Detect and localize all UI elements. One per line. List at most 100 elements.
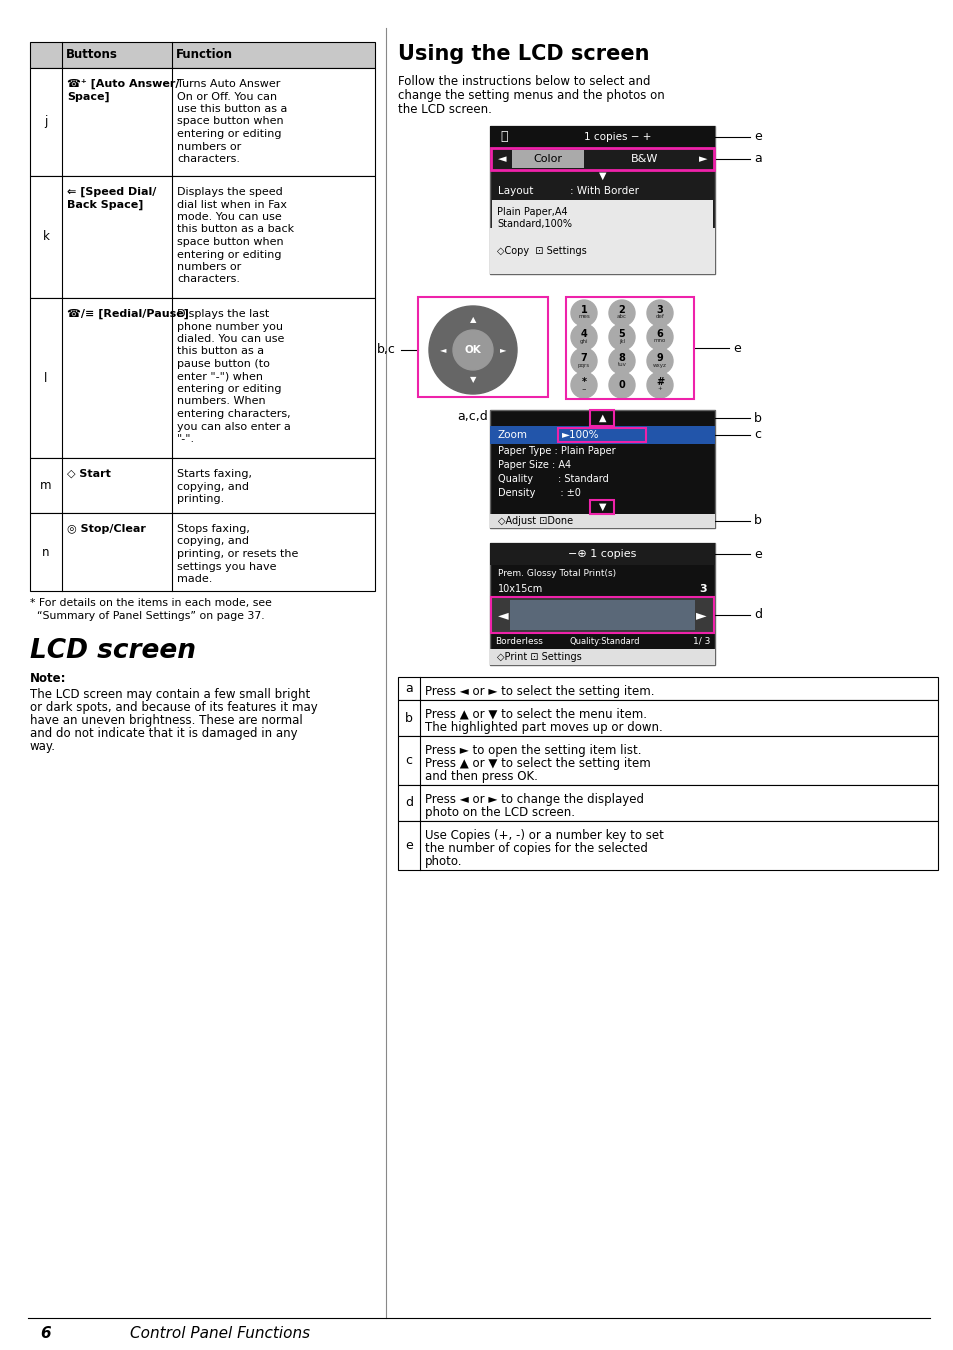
Text: Press ◄ or ► to select the setting item.: Press ◄ or ► to select the setting item.	[424, 684, 654, 698]
Text: ☎⁺ [Auto Answer/: ☎⁺ [Auto Answer/	[67, 80, 179, 89]
Text: Control Panel Functions: Control Panel Functions	[130, 1326, 310, 1341]
Text: Zoom: Zoom	[497, 431, 527, 440]
Text: Quality        : Standard: Quality : Standard	[497, 474, 608, 485]
Text: k: k	[43, 231, 50, 243]
Bar	[490, 543, 714, 666]
Text: copying, and: copying, and	[177, 482, 249, 491]
Circle shape	[429, 306, 517, 394]
Circle shape	[608, 348, 635, 374]
Text: pause button (to: pause button (to	[177, 359, 270, 369]
Text: Back Space]: Back Space]	[67, 200, 143, 211]
Text: space button when: space button when	[177, 116, 283, 127]
Text: photo on the LCD screen.: photo on the LCD screen.	[424, 806, 575, 819]
Text: 6: 6	[656, 329, 662, 339]
Text: 8: 8	[618, 352, 625, 363]
Text: j: j	[44, 116, 48, 128]
Text: ◄: ◄	[497, 154, 506, 163]
Bar	[30, 298, 375, 458]
Bar	[490, 597, 714, 633]
Text: pqrs: pqrs	[578, 363, 590, 367]
Text: 5: 5	[618, 329, 625, 339]
Text: 3: 3	[699, 585, 706, 594]
Text: entering or editing: entering or editing	[177, 130, 281, 139]
Text: space button when: space button when	[177, 238, 283, 247]
Text: The LCD screen may contain a few small bright: The LCD screen may contain a few small b…	[30, 688, 310, 701]
Circle shape	[571, 373, 597, 398]
Text: b: b	[753, 412, 761, 424]
Text: mes: mes	[578, 315, 589, 320]
Text: B&W: B&W	[631, 154, 658, 163]
Text: Follow the instructions below to select and: Follow the instructions below to select …	[397, 76, 650, 88]
Text: n: n	[42, 545, 50, 559]
Bar	[558, 428, 645, 441]
Text: and then press OK.: and then press OK.	[424, 769, 537, 783]
Bar	[30, 68, 375, 176]
Text: c: c	[753, 428, 760, 441]
Text: ◇Print ⊡ Settings: ◇Print ⊡ Settings	[497, 652, 581, 662]
Text: Buttons: Buttons	[66, 49, 118, 62]
Text: this button as a: this button as a	[177, 347, 264, 356]
Text: b: b	[753, 514, 761, 528]
Text: ►: ►	[698, 154, 706, 163]
Bar	[490, 126, 714, 274]
Text: ▲: ▲	[598, 413, 605, 423]
Bar	[397, 701, 937, 736]
Text: Stops faxing,: Stops faxing,	[177, 524, 250, 535]
Text: printing, or resets the: printing, or resets the	[177, 549, 298, 559]
Text: d: d	[405, 796, 413, 810]
Circle shape	[646, 348, 672, 374]
Text: def: def	[655, 315, 663, 320]
Text: Paper Type : Plain Paper: Paper Type : Plain Paper	[497, 446, 615, 456]
Text: ghi: ghi	[579, 339, 588, 343]
Text: Plain Paper,A4: Plain Paper,A4	[497, 207, 567, 217]
Bar	[397, 676, 937, 701]
Text: characters.: characters.	[177, 274, 240, 285]
Text: ◇Copy  ⊡ Settings: ◇Copy ⊡ Settings	[497, 246, 586, 256]
Text: Quality:Standard: Quality:Standard	[569, 636, 639, 645]
Text: e: e	[753, 548, 760, 560]
Circle shape	[608, 324, 635, 350]
Text: ⎙: ⎙	[499, 131, 507, 143]
Text: ⇐ [Speed Dial/: ⇐ [Speed Dial/	[67, 188, 156, 197]
Bar	[490, 228, 714, 274]
Text: 6: 6	[40, 1326, 51, 1341]
Text: wxyz: wxyz	[653, 363, 666, 367]
Text: printing.: printing.	[177, 494, 224, 504]
Text: way.: way.	[30, 740, 56, 753]
Text: * For details on the items in each mode, see: * For details on the items in each mode,…	[30, 598, 272, 608]
Text: ▼: ▼	[598, 171, 605, 181]
Text: and do not indicate that it is damaged in any: and do not indicate that it is damaged i…	[30, 728, 297, 740]
Text: or dark spots, and because of its features it may: or dark spots, and because of its featur…	[30, 701, 317, 714]
Text: ►: ►	[499, 346, 506, 355]
Text: −⊕ 1 copies: −⊕ 1 copies	[568, 549, 636, 559]
Text: Borderless: Borderless	[495, 636, 542, 645]
Bar	[490, 649, 714, 666]
Text: 1/ 3: 1/ 3	[692, 636, 709, 645]
Text: e: e	[732, 342, 740, 355]
Text: Prem. Glossy Total Print(s): Prem. Glossy Total Print(s)	[497, 568, 616, 578]
Bar	[491, 597, 713, 633]
Bar	[490, 126, 714, 148]
Text: c: c	[405, 755, 412, 767]
Text: e: e	[753, 131, 760, 143]
Text: Displays the last: Displays the last	[177, 309, 269, 319]
Text: have an uneven brightness. These are normal: have an uneven brightness. These are nor…	[30, 714, 302, 728]
Text: Color: Color	[533, 154, 562, 163]
Text: dialed. You can use: dialed. You can use	[177, 333, 284, 344]
Text: On or Off. You can: On or Off. You can	[177, 92, 276, 101]
Text: ▲: ▲	[469, 316, 476, 324]
Bar	[490, 427, 714, 444]
Text: abc: abc	[617, 315, 626, 320]
Circle shape	[571, 324, 597, 350]
Bar	[491, 148, 713, 170]
Circle shape	[646, 324, 672, 350]
Text: 7: 7	[580, 352, 587, 363]
Text: ◇ Start: ◇ Start	[67, 468, 111, 479]
Bar	[590, 410, 614, 427]
Text: l: l	[44, 371, 48, 385]
Text: 1: 1	[580, 305, 587, 315]
Circle shape	[608, 300, 635, 325]
Text: "-".: "-".	[177, 433, 195, 444]
Text: ☎/≡ [Redial/Pause]: ☎/≡ [Redial/Pause]	[67, 309, 189, 320]
Bar	[397, 821, 937, 869]
